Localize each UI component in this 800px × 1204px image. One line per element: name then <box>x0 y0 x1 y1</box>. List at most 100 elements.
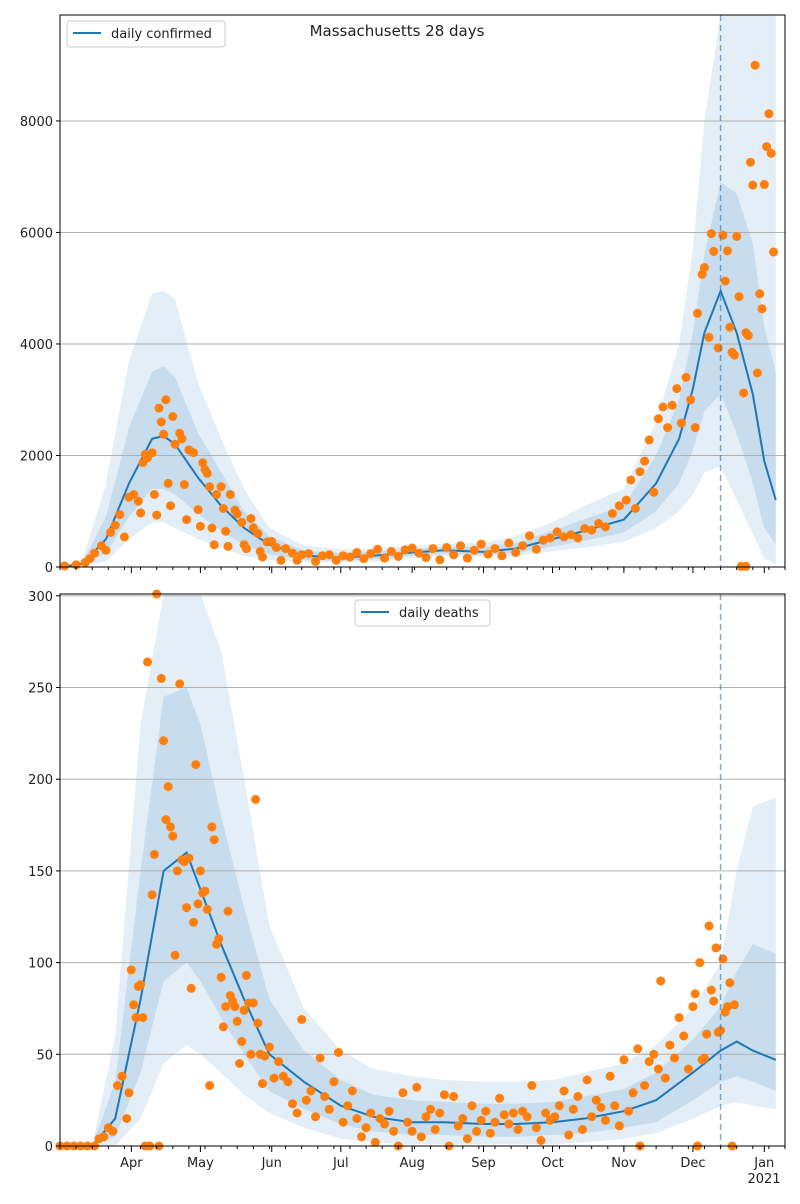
deaths-data-point <box>334 1048 343 1057</box>
confirmed-data-point <box>115 510 125 520</box>
confirmed-data-point <box>693 308 702 318</box>
confirmed-data-point <box>221 526 231 536</box>
deaths-data-point <box>499 1110 509 1120</box>
deaths-x-tick-label: Jan <box>753 1156 774 1171</box>
deaths-data-point <box>189 917 198 927</box>
confirmed-data-point <box>559 532 569 542</box>
confirmed-points <box>60 60 778 571</box>
deaths-y-tick-label: 300 <box>28 590 53 605</box>
confirmed-data-point <box>658 402 668 412</box>
deaths-data-point <box>665 1040 675 1050</box>
confirmed-data-point <box>449 550 459 560</box>
confirmed-data-point <box>518 541 528 551</box>
confirmed-data-point <box>762 142 772 152</box>
deaths-data-point <box>237 1037 247 1046</box>
confirmed-data-point <box>154 403 164 413</box>
deaths-data-point <box>380 1119 389 1129</box>
deaths-data-point <box>352 1114 362 1123</box>
deaths-band-inner <box>60 687 776 1146</box>
deaths-data-point <box>644 1057 654 1067</box>
deaths-data-point <box>688 1002 698 1012</box>
confirmed-data-point <box>614 501 624 511</box>
deaths-data-point <box>485 1128 495 1138</box>
confirmed-data-point <box>739 388 749 398</box>
deaths-data-point <box>214 934 224 944</box>
confirmed-data-point <box>626 475 636 485</box>
confirmed-data-point <box>133 496 143 506</box>
confirmed-data-point <box>566 530 576 540</box>
confirmed-data-point <box>759 180 769 189</box>
deaths-x-tick-label: Dec <box>680 1156 705 1171</box>
deaths-data-point <box>320 1092 330 1101</box>
deaths-data-point <box>200 886 210 896</box>
confirmed-data-point <box>407 543 417 553</box>
confirmed-data-point <box>764 109 774 119</box>
confirmed-data-point <box>607 509 617 518</box>
deaths-data-point <box>138 1013 148 1023</box>
deaths-data-point <box>216 972 226 982</box>
confirmed-data-point <box>177 434 187 444</box>
confirmed-data-point <box>189 448 198 458</box>
deaths-data-point <box>591 1095 601 1105</box>
confirmed-data-point <box>209 540 219 550</box>
deaths-data-point <box>481 1106 491 1116</box>
deaths-data-point <box>315 1053 325 1063</box>
deaths-data-point <box>292 1108 302 1118</box>
confirmed-data-point <box>166 501 175 511</box>
deaths-data-point <box>370 1137 380 1147</box>
deaths-x-tick-label: Oct <box>541 1156 563 1171</box>
confirmed-data-point <box>380 553 389 563</box>
deaths-data-point <box>122 1114 132 1123</box>
deaths-data-point <box>329 1077 339 1087</box>
confirmed-data-point <box>400 545 410 555</box>
deaths-x-tick-label: Sep <box>471 1156 496 1171</box>
deaths-data-point <box>449 1092 459 1101</box>
confirmed-data-point <box>179 480 189 489</box>
deaths-line <box>60 850 777 1147</box>
confirmed-data-point <box>483 549 493 559</box>
deaths-data-point <box>343 1101 353 1111</box>
deaths-data-point <box>550 1112 560 1122</box>
confirmed-data-point <box>734 292 744 302</box>
confirmed-data-point <box>746 157 755 167</box>
deaths-data-point <box>168 831 178 841</box>
confirmed-data-point <box>331 555 341 565</box>
deaths-x-tick-label: Aug <box>399 1156 424 1171</box>
confirmed-data-point <box>373 544 383 554</box>
confirmed-data-point <box>106 527 116 537</box>
confirmed-data-point <box>456 541 465 551</box>
deaths-data-point <box>467 1101 477 1111</box>
confirmed-data-point <box>338 551 348 561</box>
deaths-data-point <box>504 1119 514 1129</box>
confirmed-data-point <box>699 263 709 273</box>
deaths-data-point <box>610 1101 620 1111</box>
confirmed-data-point <box>709 246 719 256</box>
confirmed-data-point <box>281 544 291 554</box>
confirmed-data-point <box>129 490 139 499</box>
deaths-data-point <box>601 1115 610 1125</box>
confirmed-data-point <box>743 331 753 341</box>
confirmed-data-point <box>757 304 767 314</box>
confirmed-data-point <box>304 549 314 559</box>
confirmed-data-point <box>136 508 146 518</box>
confirmed-data-point <box>246 514 256 523</box>
confirmed-data-point <box>202 468 212 478</box>
deaths-data-point <box>690 989 700 999</box>
confirmed-data-point <box>253 529 263 538</box>
deaths-data-point <box>338 1117 348 1127</box>
confirmed-data-point <box>241 544 251 554</box>
deaths-panel: 0 50 100 150 200 250 300 Apr May Jun Jul Aug Sep Oct… <box>28 589 786 1187</box>
deaths-data-point <box>573 1092 583 1101</box>
deaths-data-point <box>246 1049 256 1059</box>
deaths-data-point <box>649 1049 659 1059</box>
deaths-data-point <box>709 996 719 1006</box>
confirmed-data-point <box>732 231 742 241</box>
deaths-data-point <box>619 1055 629 1065</box>
deaths-data-point <box>614 1121 624 1131</box>
deaths-data-point <box>683 1064 693 1074</box>
deaths-data-point <box>113 1081 122 1090</box>
confirmed-data-point <box>276 555 286 565</box>
confirmed-data-point <box>511 548 521 557</box>
deaths-data-point <box>718 954 728 964</box>
